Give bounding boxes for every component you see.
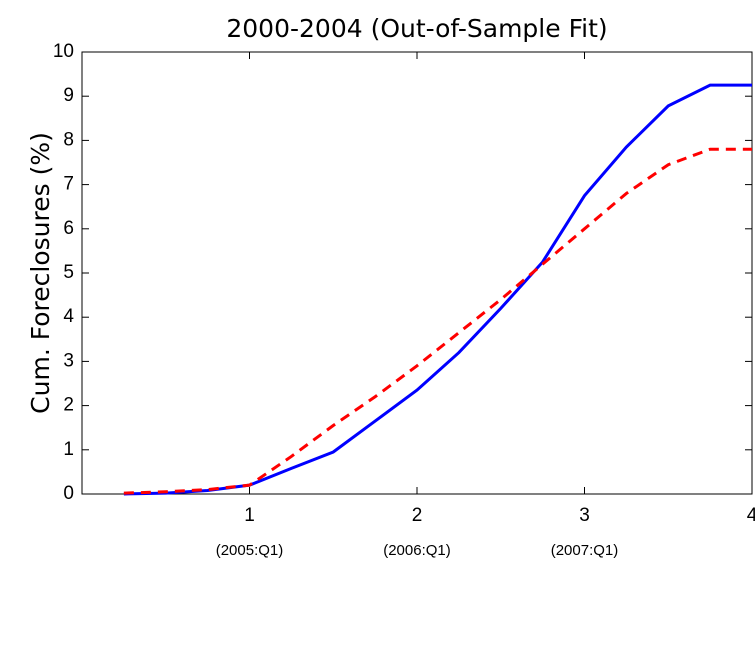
y-axis-label: Cum. Foreclosures (%) [26, 132, 55, 414]
y-tick-label: 9 [63, 85, 74, 106]
x-tick-label: 1 [244, 505, 255, 526]
x-tick-label: 3 [579, 505, 590, 526]
y-tick-label: 6 [63, 218, 74, 239]
x-tick-sublabel: (2005:Q1) [216, 542, 284, 559]
x-tick-sublabel: (2006:Q1) [383, 542, 451, 559]
x-tick-sublabel: (2007:Q1) [551, 542, 619, 559]
y-tick-label: 0 [63, 483, 74, 504]
series-line [123, 83, 752, 496]
y-tick-label: 5 [63, 262, 74, 283]
plot-frame [81, 51, 753, 495]
y-tick-label: 8 [63, 129, 74, 150]
y-tick-label: 3 [63, 350, 74, 371]
y-tick-label: 4 [63, 306, 74, 327]
y-tick-label: 10 [53, 41, 74, 62]
y-tick-label: 1 [63, 439, 74, 460]
y-tick-label: 7 [63, 174, 74, 195]
y-tick-label: 2 [63, 395, 74, 416]
chart-title: 2000-2004 (Out-of-Sample Fit) [226, 14, 607, 43]
x-tick-label: 4 [747, 505, 755, 526]
series-line [123, 147, 752, 495]
x-tick-label: 2 [412, 505, 423, 526]
